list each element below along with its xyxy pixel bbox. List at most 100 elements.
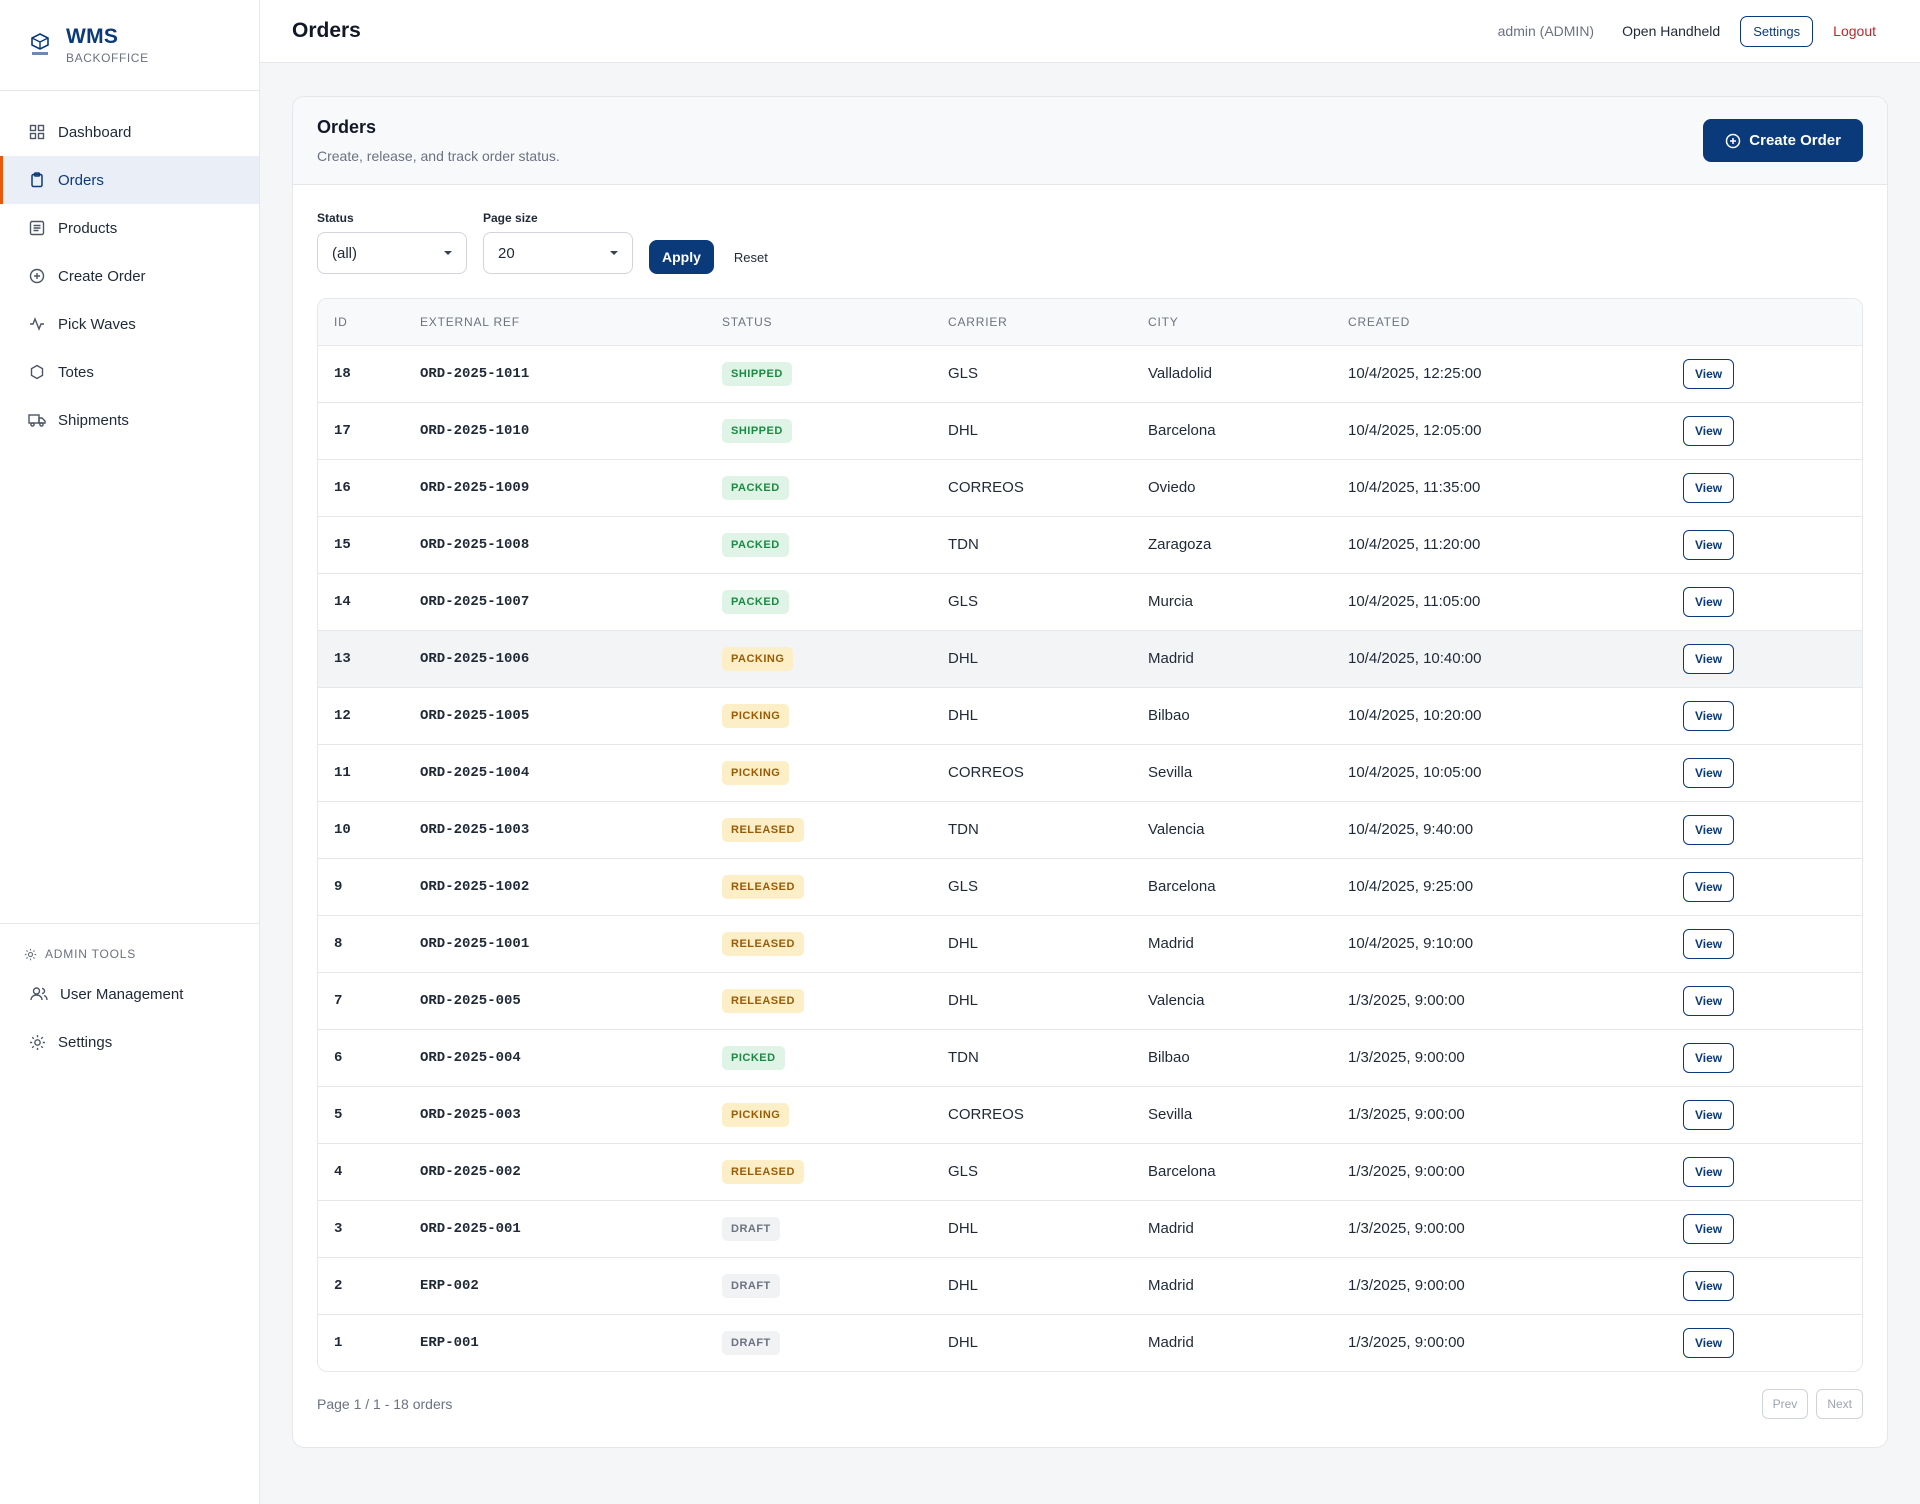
table-row[interactable]: 8 ORD-2025-1001 RELEASED DHL Madrid 10/4/2025… [318, 915, 1862, 972]
activity-icon [28, 315, 46, 333]
view-order-button[interactable]: View [1683, 472, 1735, 503]
open-handheld-link[interactable]: Open Handheld [1622, 23, 1721, 39]
reset-button[interactable]: Reset [733, 249, 768, 265]
status-cell: PICKING [722, 1086, 948, 1143]
brand[interactable]: WMS BACKOFFICE [0, 0, 259, 91]
status-cell: DRAFT [722, 1314, 948, 1371]
apply-button[interactable]: Apply [649, 240, 714, 274]
external-ref-cell: ORD-2025-1001 [420, 935, 530, 952]
order-id-cell: 6 [334, 1049, 343, 1066]
view-order-button[interactable]: View [1683, 529, 1735, 560]
status-select[interactable]: (all) [317, 232, 467, 274]
status-badge: SHIPPED [722, 418, 792, 443]
table-row[interactable]: 17 ORD-2025-1010 SHIPPED DHL Barcelona 10/4/2… [318, 402, 1862, 459]
status-cell: PACKING [722, 630, 948, 687]
table-row[interactable]: 11 ORD-2025-1004 PICKING CORREOS Sevilla 10/4… [318, 744, 1862, 801]
status-badge: DRAFT [722, 1216, 780, 1241]
view-order-button[interactable]: View [1683, 1099, 1735, 1130]
view-order-button[interactable]: View [1683, 586, 1735, 617]
page-size-select[interactable]: 20 [483, 232, 633, 274]
sidebar-item-create-order[interactable]: Create Order [0, 252, 259, 300]
sidebar-item-products[interactable]: Products [0, 204, 259, 252]
truck-icon [28, 411, 46, 429]
actions-cell: View [1683, 858, 1862, 915]
view-order-button[interactable]: View [1683, 1042, 1735, 1073]
created-cell: 1/3/2025, 9:00:00 [1348, 1277, 1465, 1294]
actions-cell: View [1683, 1314, 1862, 1371]
view-order-button[interactable]: View [1683, 700, 1735, 731]
table-row[interactable]: 4 ORD-2025-002 RELEASED GLS Barcelona 1/3/202… [318, 1143, 1862, 1200]
view-order-button[interactable]: View [1683, 1213, 1735, 1244]
view-order-button[interactable]: View [1683, 871, 1735, 902]
table-row[interactable]: 15 ORD-2025-1008 PACKED TDN Zaragoza 10/4/202… [318, 516, 1862, 573]
sidebar-item-totes[interactable]: Totes [0, 348, 259, 396]
view-order-button[interactable]: View [1683, 1327, 1735, 1358]
order-id-cell: 9 [334, 878, 343, 895]
view-order-button[interactable]: View [1683, 928, 1735, 959]
order-id-cell: 5 [334, 1106, 343, 1123]
table-row[interactable]: 13 ORD-2025-1006 PACKING DHL Madrid 10/4/2025… [318, 630, 1862, 687]
current-user-label: admin (ADMIN) [1497, 23, 1595, 39]
sidebar-item-shipments[interactable]: Shipments [0, 396, 259, 444]
table-row[interactable]: 3 ORD-2025-001 DRAFT DHL Madrid 1/3/2025, 9:0… [318, 1200, 1862, 1257]
table-row[interactable]: 7 ORD-2025-005 RELEASED DHL Valencia 1/3/2025… [318, 972, 1862, 1029]
actions-cell: View [1683, 402, 1862, 459]
column-header-external-ref: EXTERNAL REF [420, 299, 722, 346]
create-order-button[interactable]: Create Order [1703, 119, 1863, 162]
carrier-cell: DHL [948, 992, 979, 1009]
settings-button[interactable]: Settings [1740, 15, 1814, 47]
order-id-cell: 1 [334, 1334, 343, 1351]
view-order-button[interactable]: View [1683, 814, 1735, 845]
order-id-cell: 4 [334, 1163, 343, 1180]
view-order-button[interactable]: View [1683, 415, 1735, 446]
view-order-button[interactable]: View [1683, 1270, 1735, 1301]
status-badge: SHIPPED [722, 361, 792, 386]
view-order-button[interactable]: View [1683, 1156, 1735, 1187]
next-page-button[interactable]: Next [1816, 1389, 1863, 1419]
actions-cell: View [1683, 573, 1862, 630]
logout-link[interactable]: Logout [1833, 23, 1876, 39]
table-row[interactable]: 18 ORD-2025-1011 SHIPPED GLS Valladolid 10/4/… [318, 345, 1862, 402]
carrier-cell: GLS [948, 1163, 979, 1180]
city-cell: Zaragoza [1148, 536, 1212, 553]
table-row[interactable]: 6 ORD-2025-004 PICKED TDN Bilbao 1/3/2025, 9:… [318, 1029, 1862, 1086]
prev-page-button[interactable]: Prev [1761, 1389, 1809, 1419]
sidebar-item-pick-waves[interactable]: Pick Waves [0, 300, 259, 348]
actions-cell: View [1683, 915, 1862, 972]
hexagon-icon [28, 363, 46, 381]
table-row[interactable]: 5 ORD-2025-003 PICKING CORREOS Sevilla 1/3/20… [318, 1086, 1862, 1143]
sidebar-item-orders[interactable]: Orders [0, 156, 259, 204]
external-ref-cell: ORD-2025-1005 [420, 707, 530, 724]
city-cell: Madrid [1148, 1220, 1194, 1237]
sidebar-item-user-management[interactable]: User Management [0, 970, 260, 1018]
status-badge: RELEASED [722, 931, 804, 956]
created-cell: 10/4/2025, 10:40:00 [1348, 650, 1482, 667]
table-row[interactable]: 9 ORD-2025-1002 RELEASED GLS Barcelona 10/4/2… [318, 858, 1862, 915]
sidebar-item-dashboard[interactable]: Dashboard [0, 108, 259, 156]
view-order-button[interactable]: View [1683, 643, 1735, 674]
sidebar-nav: Dashboard Orders Products Create Order P… [0, 91, 259, 444]
created-cell: 10/4/2025, 12:25:00 [1348, 365, 1482, 382]
city-cell: Barcelona [1148, 878, 1216, 895]
warehouse-logo-icon [28, 31, 52, 59]
sidebar-item-label: Settings [58, 1033, 113, 1051]
view-order-button[interactable]: View [1683, 358, 1735, 389]
created-cell: 1/3/2025, 9:00:00 [1348, 1334, 1465, 1352]
table-row[interactable]: 10 ORD-2025-1003 RELEASED TDN Valencia 10/4/2… [318, 801, 1862, 858]
admin-tools-header: ADMIN TOOLS [0, 942, 260, 966]
table-row[interactable]: 2 ERP-002 DRAFT DHL Madrid 1/3/2025, 9:00:00 V… [318, 1257, 1862, 1314]
view-order-button[interactable]: View [1683, 985, 1735, 1016]
column-header-carrier: CARRIER [948, 299, 1148, 346]
table-row[interactable]: 14 ORD-2025-1007 PACKED GLS Murcia 10/4/2025,… [318, 573, 1862, 630]
carrier-cell: CORREOS [948, 479, 1024, 496]
sidebar-item-settings[interactable]: Settings [0, 1018, 260, 1066]
table-row[interactable]: 12 ORD-2025-1005 PICKING DHL Bilbao 10/4/2025… [318, 687, 1862, 744]
view-order-button[interactable]: View [1683, 757, 1735, 788]
carrier-cell: TDN [948, 1049, 979, 1066]
carrier-cell: CORREOS [948, 764, 1024, 781]
city-cell: Sevilla [1148, 1106, 1193, 1123]
carrier-cell: TDN [948, 536, 979, 553]
table-row[interactable]: 16 ORD-2025-1009 PACKED CORREOS Oviedo 10/4/2… [318, 459, 1862, 516]
created-cell: 10/4/2025, 9:10:00 [1348, 935, 1474, 952]
table-row[interactable]: 1 ERP-001 DRAFT DHL Madrid 1/3/2025, 9:00:00 V… [318, 1314, 1862, 1371]
